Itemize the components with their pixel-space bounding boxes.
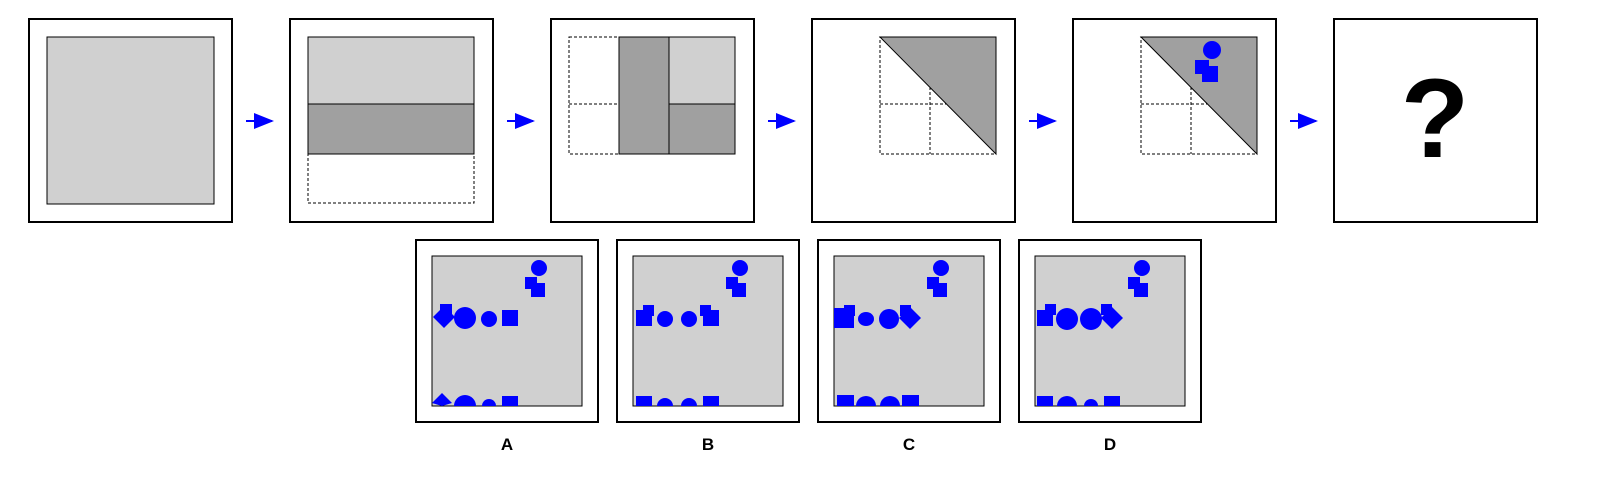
hole-circle xyxy=(1080,308,1102,330)
hole-square xyxy=(502,396,518,406)
hole-square xyxy=(732,283,746,297)
option-label: A xyxy=(501,435,513,454)
hole-circle xyxy=(482,399,496,406)
hole-circle xyxy=(732,260,748,276)
hole-square xyxy=(703,396,719,406)
step-answer-unknown: ? xyxy=(1333,18,1538,223)
option-label: B xyxy=(702,435,714,454)
hole-square xyxy=(531,283,545,297)
hole-square xyxy=(902,395,919,406)
option-b[interactable]: B xyxy=(616,239,800,454)
hole-square xyxy=(636,396,652,406)
step-fold-bottom-up xyxy=(289,18,494,223)
unfolded-paper xyxy=(632,255,784,407)
folded-layer xyxy=(618,36,670,155)
hole-circle xyxy=(481,311,497,327)
paper-single xyxy=(668,36,736,105)
hole-square xyxy=(502,310,518,326)
punch-square xyxy=(1202,66,1218,82)
hole-circle xyxy=(681,398,697,406)
hole-circle xyxy=(531,260,547,276)
panel-frame xyxy=(1333,18,1538,223)
step-diagonal-fold xyxy=(811,18,1016,223)
hole-square xyxy=(703,310,719,326)
hole-circle xyxy=(933,260,949,276)
hole-circle xyxy=(1056,308,1078,330)
hole-circle xyxy=(657,398,673,406)
hole-diamond xyxy=(1101,307,1123,329)
paper-top xyxy=(307,36,475,105)
unfolded-paper xyxy=(833,255,985,407)
hole-square xyxy=(1134,283,1148,297)
paper-sheet xyxy=(46,36,215,205)
option-c[interactable]: C xyxy=(817,239,1001,454)
step-unfolded-sheet xyxy=(28,18,233,223)
option-a[interactable]: A xyxy=(415,239,599,454)
hole-circle xyxy=(856,396,876,406)
hole-circle xyxy=(1057,396,1077,406)
hole-square xyxy=(933,283,947,297)
hole-square xyxy=(837,395,854,406)
hole-circle xyxy=(657,311,673,327)
paper-double xyxy=(668,103,736,155)
hole-square xyxy=(643,305,654,316)
hole-circle xyxy=(454,307,476,329)
folded-triangle xyxy=(878,36,997,156)
hole-circle xyxy=(1134,260,1150,276)
hole-diamond xyxy=(899,307,921,329)
step-punch-holes xyxy=(1072,18,1277,223)
hole-circle xyxy=(454,395,476,406)
hole-circle xyxy=(858,312,874,326)
hole-circle xyxy=(1084,399,1098,406)
punch-circle xyxy=(1203,41,1221,59)
unfolded-paper xyxy=(431,255,583,407)
step-fold-left-to-right xyxy=(550,18,755,223)
hole-circle xyxy=(880,396,900,406)
unfolded-paper xyxy=(1034,255,1186,407)
question-mark: ? xyxy=(1401,56,1469,181)
hole-circle xyxy=(681,311,697,327)
option-label: C xyxy=(903,435,915,454)
hole-diamond xyxy=(432,393,452,406)
option-d[interactable]: D xyxy=(1018,239,1202,454)
hole-circle xyxy=(879,309,899,329)
hole-square xyxy=(900,305,911,316)
hole-square xyxy=(1045,304,1056,315)
folded-layer xyxy=(307,103,475,155)
option-label: D xyxy=(1104,435,1116,454)
hole-square xyxy=(1101,304,1112,315)
hole-square xyxy=(1104,396,1120,406)
hole-square xyxy=(440,304,452,316)
folded-triangle xyxy=(1139,36,1258,156)
hole-square xyxy=(844,305,855,316)
hole-square xyxy=(1037,396,1053,406)
